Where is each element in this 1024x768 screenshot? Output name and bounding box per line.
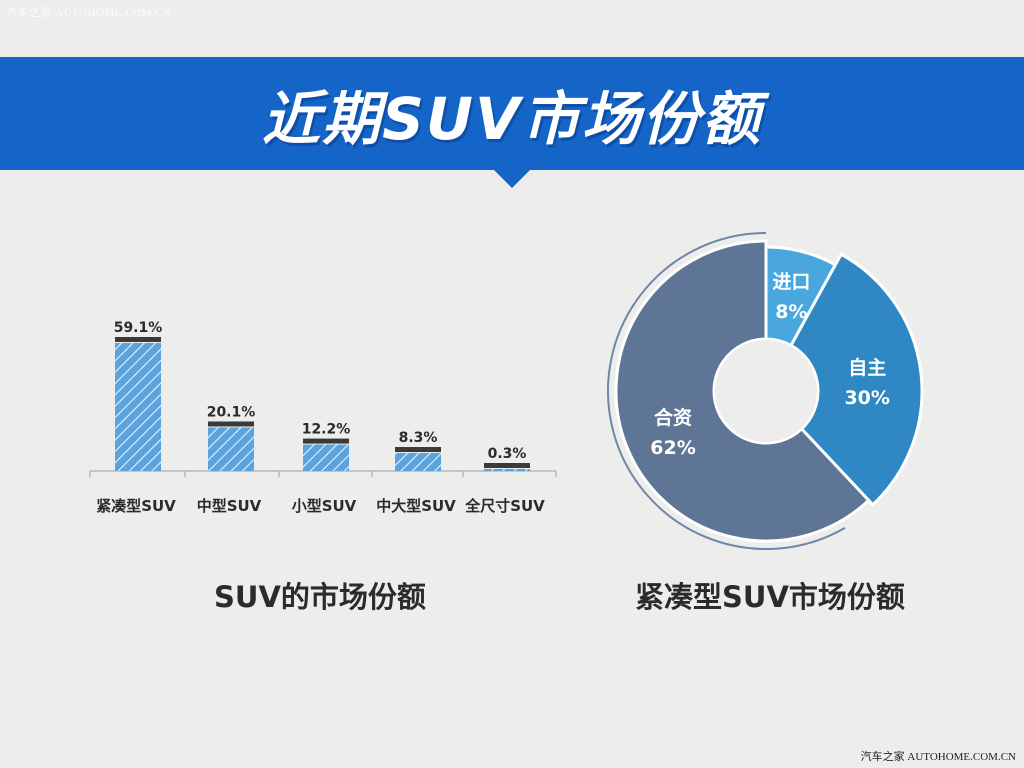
bar-category-label: 中型SUV bbox=[197, 497, 262, 515]
banner-pointer bbox=[492, 168, 532, 188]
donut-slice-value: 30% bbox=[844, 387, 889, 409]
bar-value-label: 12.2% bbox=[302, 422, 351, 438]
donut-slice-value: 62% bbox=[650, 437, 695, 459]
bar-cap bbox=[208, 421, 254, 427]
watermark-bottom: 汽车之家 AUTOHOME.COM.CN bbox=[860, 751, 1016, 763]
donut-slice-label: 自主 bbox=[848, 356, 886, 379]
bar-cap bbox=[115, 337, 161, 342]
bar-chart-title: SUV的市场份额 bbox=[214, 580, 426, 614]
bar-cap bbox=[395, 447, 441, 453]
donut-outer-ring bbox=[607, 232, 846, 550]
donut-slice bbox=[614, 239, 871, 543]
title-banner bbox=[0, 57, 1024, 170]
bar-category-label: 紧凑型SUV bbox=[96, 497, 176, 515]
bar-value-label: 59.1% bbox=[114, 320, 163, 336]
bar bbox=[208, 427, 254, 471]
donut-chart: 进口 8% 自主 30% 合资 62% bbox=[607, 232, 924, 550]
bar-value-label: 8.3% bbox=[399, 430, 438, 446]
bar-category-label: 小型SUV bbox=[292, 497, 357, 515]
watermark-top: 汽车之家 AUTOHOME.COM.CN bbox=[6, 7, 172, 19]
bar-cap bbox=[303, 438, 349, 444]
donut-slice-label: 合资 bbox=[654, 406, 692, 429]
donut-slice bbox=[789, 252, 924, 507]
bar-category-label: 全尺寸SUV bbox=[464, 497, 545, 515]
bar bbox=[115, 343, 161, 471]
bar bbox=[395, 453, 441, 471]
donut-chart-title: 紧凑型SUV市场份额 bbox=[635, 580, 905, 614]
donut-slice-value: 8% bbox=[775, 301, 807, 323]
bar-value-label: 0.3% bbox=[488, 446, 527, 462]
bar bbox=[484, 469, 530, 471]
bar-cap bbox=[484, 463, 530, 468]
bar-value-label: 20.1% bbox=[207, 404, 256, 420]
donut-hole bbox=[715, 340, 817, 442]
bar-category-label: 中大型SUV bbox=[376, 497, 456, 515]
donut-slice-label: 进口 bbox=[772, 271, 810, 293]
bar-chart: 59.1% 紧凑型SUV 20.1% 中型SUV 12.2% 小型SUV 8.3% 中大型SU… bbox=[89, 320, 557, 515]
page-title: 近期SUV市场份额 bbox=[262, 84, 762, 153]
bar bbox=[303, 444, 349, 471]
